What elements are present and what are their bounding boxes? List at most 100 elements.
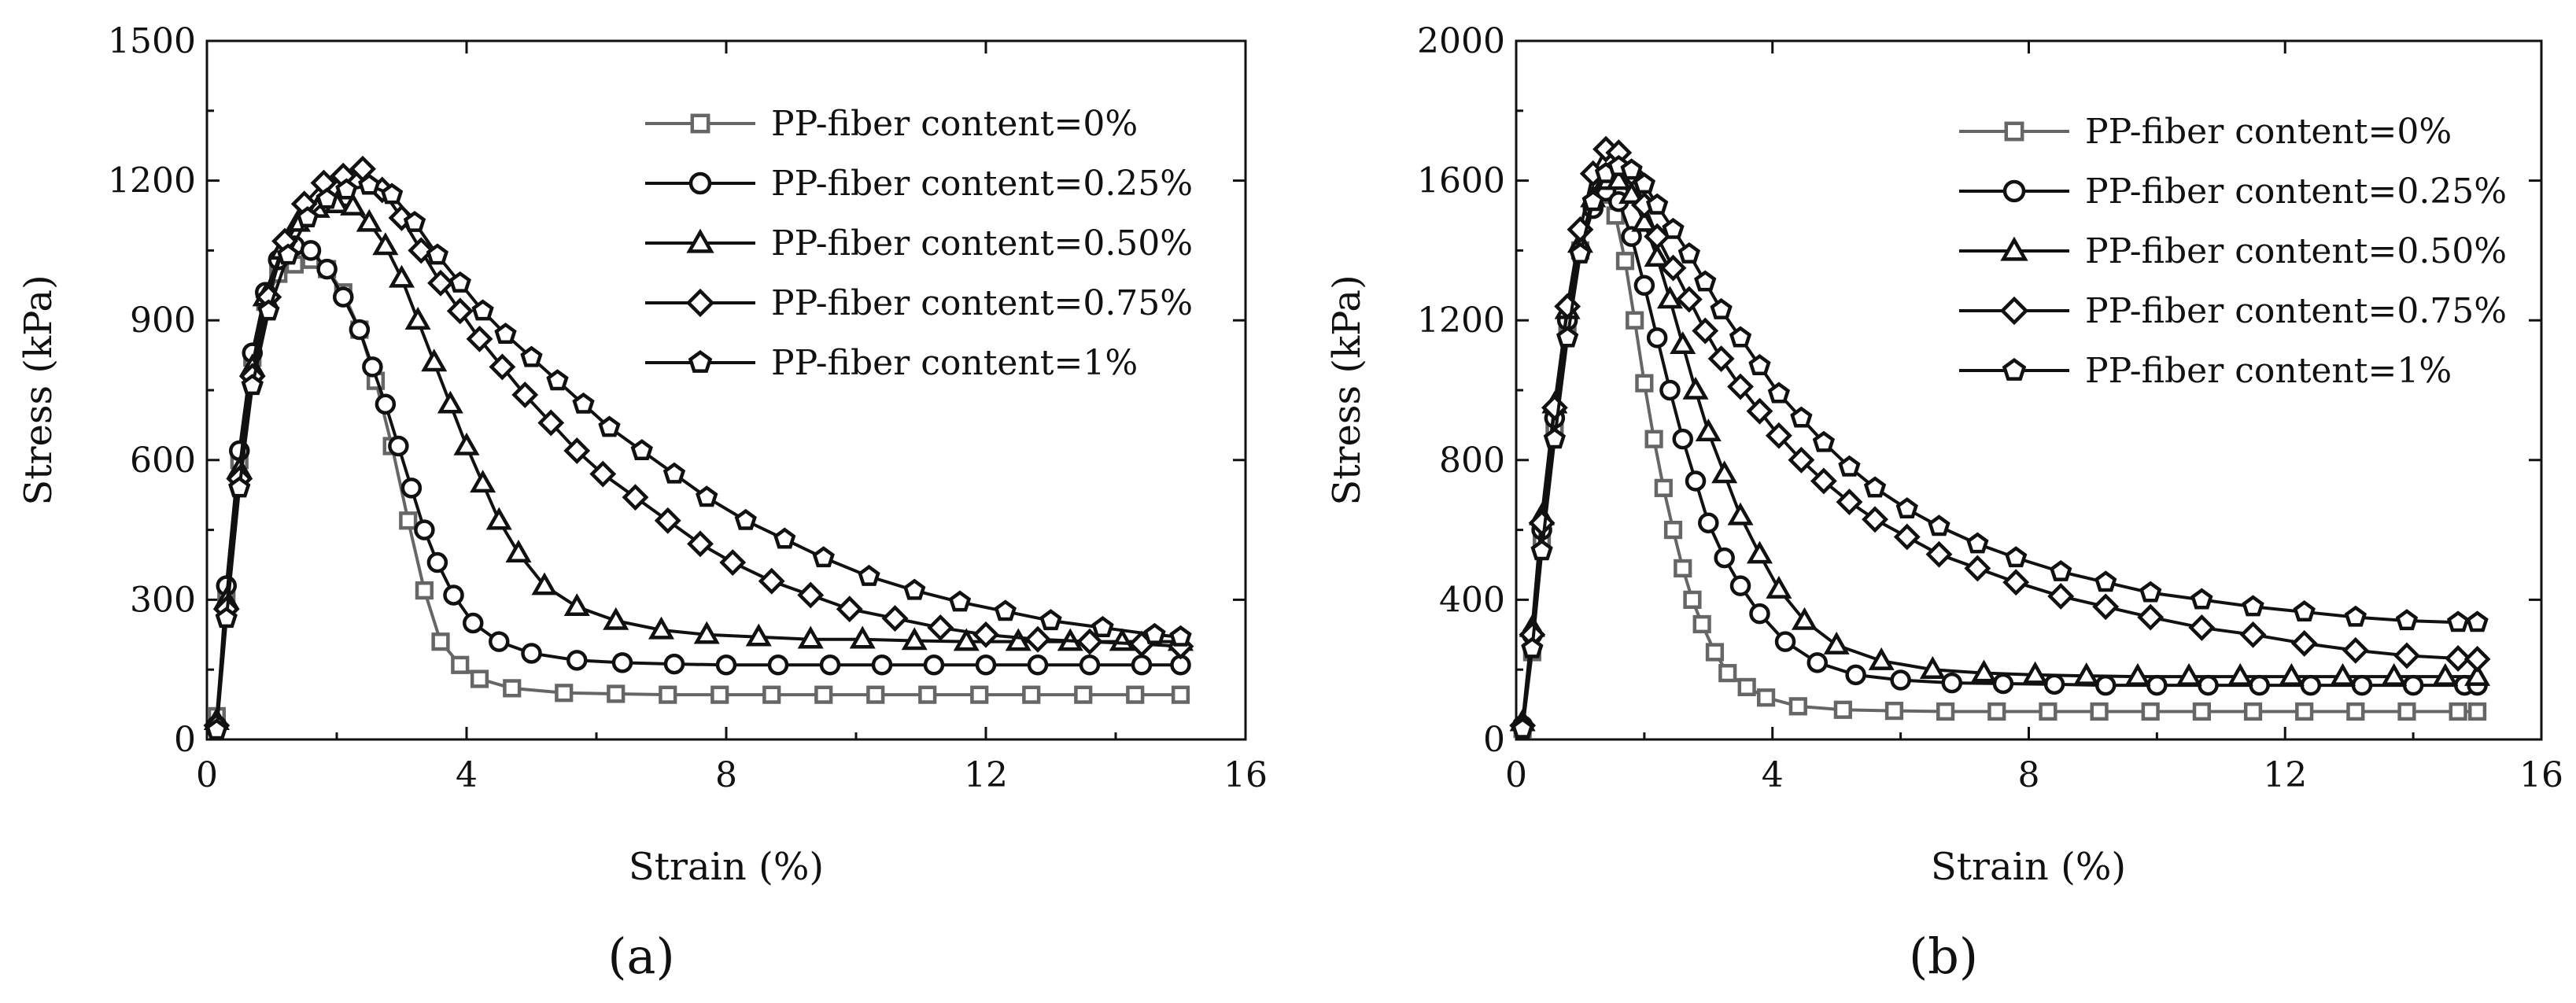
data-point <box>1109 628 1135 651</box>
data-point <box>903 578 926 600</box>
data-point <box>812 546 835 568</box>
x-axis-label: Strain (%) <box>629 845 824 889</box>
data-point <box>2141 702 2160 721</box>
data-point <box>1692 614 1711 634</box>
y-tick-label: 1500 <box>108 21 196 61</box>
data-point <box>1748 354 1771 375</box>
data-point <box>1729 326 1752 348</box>
data-point <box>2397 702 2416 721</box>
x-axis-label: Strain (%) <box>1931 845 2126 889</box>
data-point <box>1677 242 1701 264</box>
data-point <box>1791 607 1818 630</box>
data-point <box>421 348 448 372</box>
data-point <box>453 432 480 455</box>
data-point <box>1718 664 1737 683</box>
data-point <box>1581 190 1604 212</box>
data-point <box>1893 523 1921 551</box>
data-point <box>431 632 450 651</box>
legend-marker <box>690 113 710 134</box>
data-point <box>2198 674 2219 696</box>
data-point <box>1845 664 1866 686</box>
legend-item: PP-fiber content=0.50% <box>645 223 1193 264</box>
y-tick-label: 2000 <box>1417 21 1505 61</box>
data-point <box>1714 547 1735 569</box>
data-point <box>1890 669 1911 691</box>
data-point <box>2242 595 2264 617</box>
data-point <box>849 625 876 649</box>
data-point <box>415 581 434 600</box>
data-point <box>2402 674 2424 696</box>
x-tick-label: 12 <box>2263 755 2307 795</box>
data-point <box>427 269 454 297</box>
chart-panel-b: 0 4 8 12 16 0 400 800 1200 1600 2000 Strain (%) Stre… <box>1325 21 2563 889</box>
legend-label: PP-fiber content=0.75% <box>2085 291 2507 331</box>
data-point <box>349 319 371 341</box>
panel-label-a: (a) <box>607 927 674 985</box>
data-point <box>356 208 382 232</box>
data-point <box>1027 655 1049 676</box>
data-point <box>1670 331 1696 355</box>
data-point <box>414 519 435 540</box>
data-point <box>2002 569 2030 596</box>
data-point <box>2351 674 2373 696</box>
data-point <box>866 685 885 704</box>
data-point <box>2090 702 2109 721</box>
data-point <box>316 187 338 209</box>
data-point <box>972 621 999 648</box>
data-point <box>555 684 574 702</box>
data-point <box>1692 317 1719 345</box>
data-point <box>767 655 789 676</box>
data-point <box>1737 677 1756 696</box>
data-point <box>451 655 470 674</box>
data-point <box>2346 702 2365 721</box>
data-point <box>858 564 880 586</box>
legend: PP-fiber content=0% PP-fiber content=0.25… <box>645 104 1193 383</box>
data-point <box>2192 702 2211 721</box>
data-point <box>1659 254 1687 282</box>
data-point <box>470 470 496 493</box>
y-axis-label: Stress (kPa) <box>1325 275 1369 505</box>
legend-marker <box>2000 236 2028 261</box>
legend-item: PP-fiber content=0% <box>1959 112 2452 152</box>
data-point <box>1694 270 1717 292</box>
y-tick-label: 900 <box>130 301 196 341</box>
data-point <box>1765 422 1792 449</box>
legend: PP-fiber content=0% PP-fiber content=0.25… <box>1959 112 2507 391</box>
data-point <box>1131 655 1153 676</box>
x-tick-label: 8 <box>715 755 737 795</box>
data-point <box>437 390 463 414</box>
data-point <box>1683 590 1702 609</box>
legend-marker <box>685 288 715 318</box>
data-point <box>2039 702 2057 721</box>
x-tick-label: 0 <box>1505 755 1527 795</box>
data-point <box>715 655 737 676</box>
data-point <box>2022 661 2049 684</box>
data-point <box>1626 311 1644 330</box>
data-point <box>2295 702 2314 721</box>
data-point <box>228 476 251 498</box>
data-point <box>762 685 781 704</box>
data-point <box>654 507 681 534</box>
data-point <box>1774 631 1796 652</box>
data-point <box>1646 327 1668 348</box>
data-point <box>1618 181 1645 205</box>
data-point <box>2300 674 2322 696</box>
data-point <box>300 240 322 261</box>
data-point <box>2290 629 2318 657</box>
data-point <box>1727 502 1754 525</box>
data-point <box>2005 546 2028 568</box>
data-point <box>2293 600 2316 621</box>
series-pp-fiber-content-1 <box>205 173 1192 740</box>
data-point <box>2467 702 2487 721</box>
data-point <box>2124 662 2151 686</box>
data-point <box>1987 702 2006 721</box>
data-point <box>948 590 972 612</box>
data-point <box>598 415 621 437</box>
data-point <box>2463 645 2491 673</box>
data-point <box>1675 286 1703 313</box>
data-point <box>375 393 397 415</box>
data-point <box>2432 662 2459 686</box>
legend-item: PP-fiber content=0.75% <box>645 283 1193 323</box>
data-point <box>485 507 512 530</box>
data-point <box>1074 685 1093 704</box>
